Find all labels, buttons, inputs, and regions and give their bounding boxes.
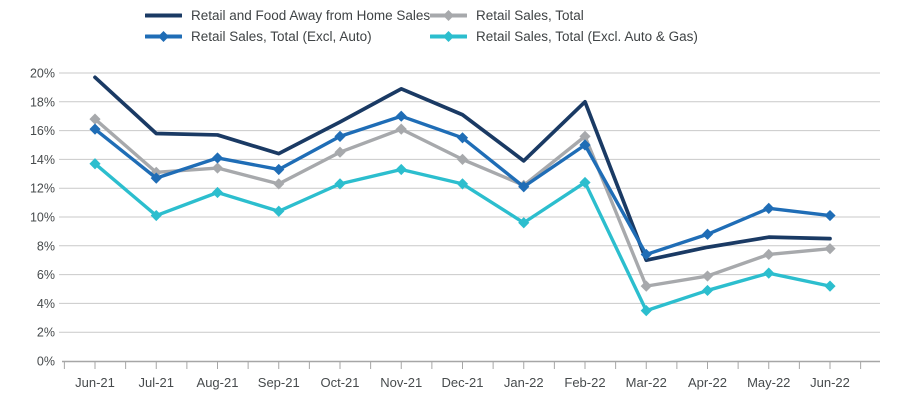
x-tick-label: May-22 — [747, 375, 790, 390]
legend-line-diamond-swatch — [430, 31, 467, 42]
data-point-marker — [395, 123, 407, 135]
data-point-marker — [456, 153, 469, 165]
legend-line-swatch — [145, 13, 182, 18]
x-tick-label: Oct-21 — [320, 375, 359, 390]
y-tick-label: 2% — [37, 326, 55, 340]
x-tick-label: Jan-22 — [504, 375, 544, 390]
y-tick-label: 16% — [30, 124, 55, 138]
legend-line-diamond-swatch — [430, 10, 467, 21]
y-tick-label: 0% — [37, 355, 55, 369]
data-point-marker — [640, 280, 652, 292]
y-tick-label: 6% — [37, 268, 55, 282]
data-point-marker — [640, 305, 652, 317]
x-tick-label: Apr-22 — [688, 375, 727, 390]
data-point-marker — [334, 146, 346, 158]
y-tick-label: 8% — [37, 239, 55, 253]
data-point-marker — [518, 217, 530, 229]
data-point-marker — [763, 248, 775, 261]
data-point-marker — [150, 172, 162, 184]
data-point-marker — [824, 209, 836, 222]
data-point-marker — [395, 163, 407, 176]
data-point-marker — [150, 209, 162, 222]
chart-legend: Retail and Food Away from Home Sales Reta… — [145, 7, 698, 45]
series-retail-sales-total-excl-auto — [89, 110, 836, 261]
legend-item-retail-sales-total: Retail Sales, Total — [430, 7, 698, 24]
data-point-marker — [701, 270, 714, 282]
series-retail-sales-total — [89, 113, 836, 292]
data-point-marker — [701, 284, 714, 297]
x-tick-label: Jun-21 — [75, 375, 115, 390]
legend-label: Retail Sales, Total — [476, 8, 584, 23]
series-line — [93, 117, 832, 288]
data-point-marker — [89, 113, 101, 125]
series-line — [93, 75, 832, 263]
data-point-marker — [334, 178, 346, 190]
legend-item-retail-and-food-away-from-home-sales: Retail and Food Away from Home Sales — [145, 7, 430, 24]
legend-label: Retail and Food Away from Home Sales — [191, 8, 431, 23]
legend-line-diamond-swatch — [145, 31, 182, 42]
series-retail-and-food-away-from-home-sales — [93, 75, 832, 263]
legend-label: Retail Sales, Total (Excl, Auto) — [191, 29, 372, 44]
data-point-marker — [211, 186, 224, 199]
y-tick-label: 4% — [37, 297, 55, 311]
data-point-marker — [701, 228, 714, 240]
data-point-marker — [89, 123, 101, 135]
data-point-marker — [211, 152, 224, 164]
legend-item-retail-sales-total-excl-auto: Retail Sales, Total (Excl, Auto) — [145, 28, 430, 45]
y-tick-label: 18% — [30, 95, 55, 109]
data-point-marker — [579, 130, 591, 142]
x-tick-label: Feb-22 — [564, 375, 605, 390]
data-point-marker — [640, 248, 652, 261]
data-point-marker — [273, 163, 285, 176]
data-point-marker — [334, 130, 346, 142]
x-tick-label: Nov-21 — [380, 375, 422, 390]
data-point-marker — [456, 132, 469, 144]
x-tick-label: Aug-21 — [197, 375, 239, 390]
data-point-marker — [518, 181, 530, 193]
legend-label: Retail Sales, Total (Excl. Auto & Gas) — [476, 29, 698, 44]
x-tick-label: Mar-22 — [626, 375, 667, 390]
data-point-marker — [395, 110, 407, 122]
data-point-marker — [211, 162, 224, 174]
x-tick-label: Sep-21 — [258, 375, 300, 390]
y-tick-label: 20% — [30, 67, 55, 81]
data-point-marker — [273, 205, 285, 217]
x-tick-label: Dec-21 — [442, 375, 484, 390]
series-retail-sales-total-excl-auto-gas — [89, 158, 836, 317]
data-point-marker — [824, 280, 836, 292]
data-point-marker — [579, 176, 591, 189]
data-point-marker — [763, 202, 775, 214]
x-tick-label: Jun-22 — [810, 375, 850, 390]
x-tick-label: Jul-21 — [139, 375, 174, 390]
y-tick-label: 14% — [30, 153, 55, 167]
data-point-marker — [579, 139, 591, 151]
y-tick-label: 12% — [30, 182, 55, 196]
data-point-marker — [824, 243, 836, 255]
data-point-marker — [89, 158, 101, 170]
data-point-marker — [273, 178, 285, 190]
data-point-marker — [763, 267, 775, 279]
data-point-marker — [456, 178, 469, 190]
y-tick-label: 10% — [30, 211, 55, 225]
legend-item-retail-sales-total-excl-auto-gas: Retail Sales, Total (Excl. Auto & Gas) — [430, 28, 698, 45]
